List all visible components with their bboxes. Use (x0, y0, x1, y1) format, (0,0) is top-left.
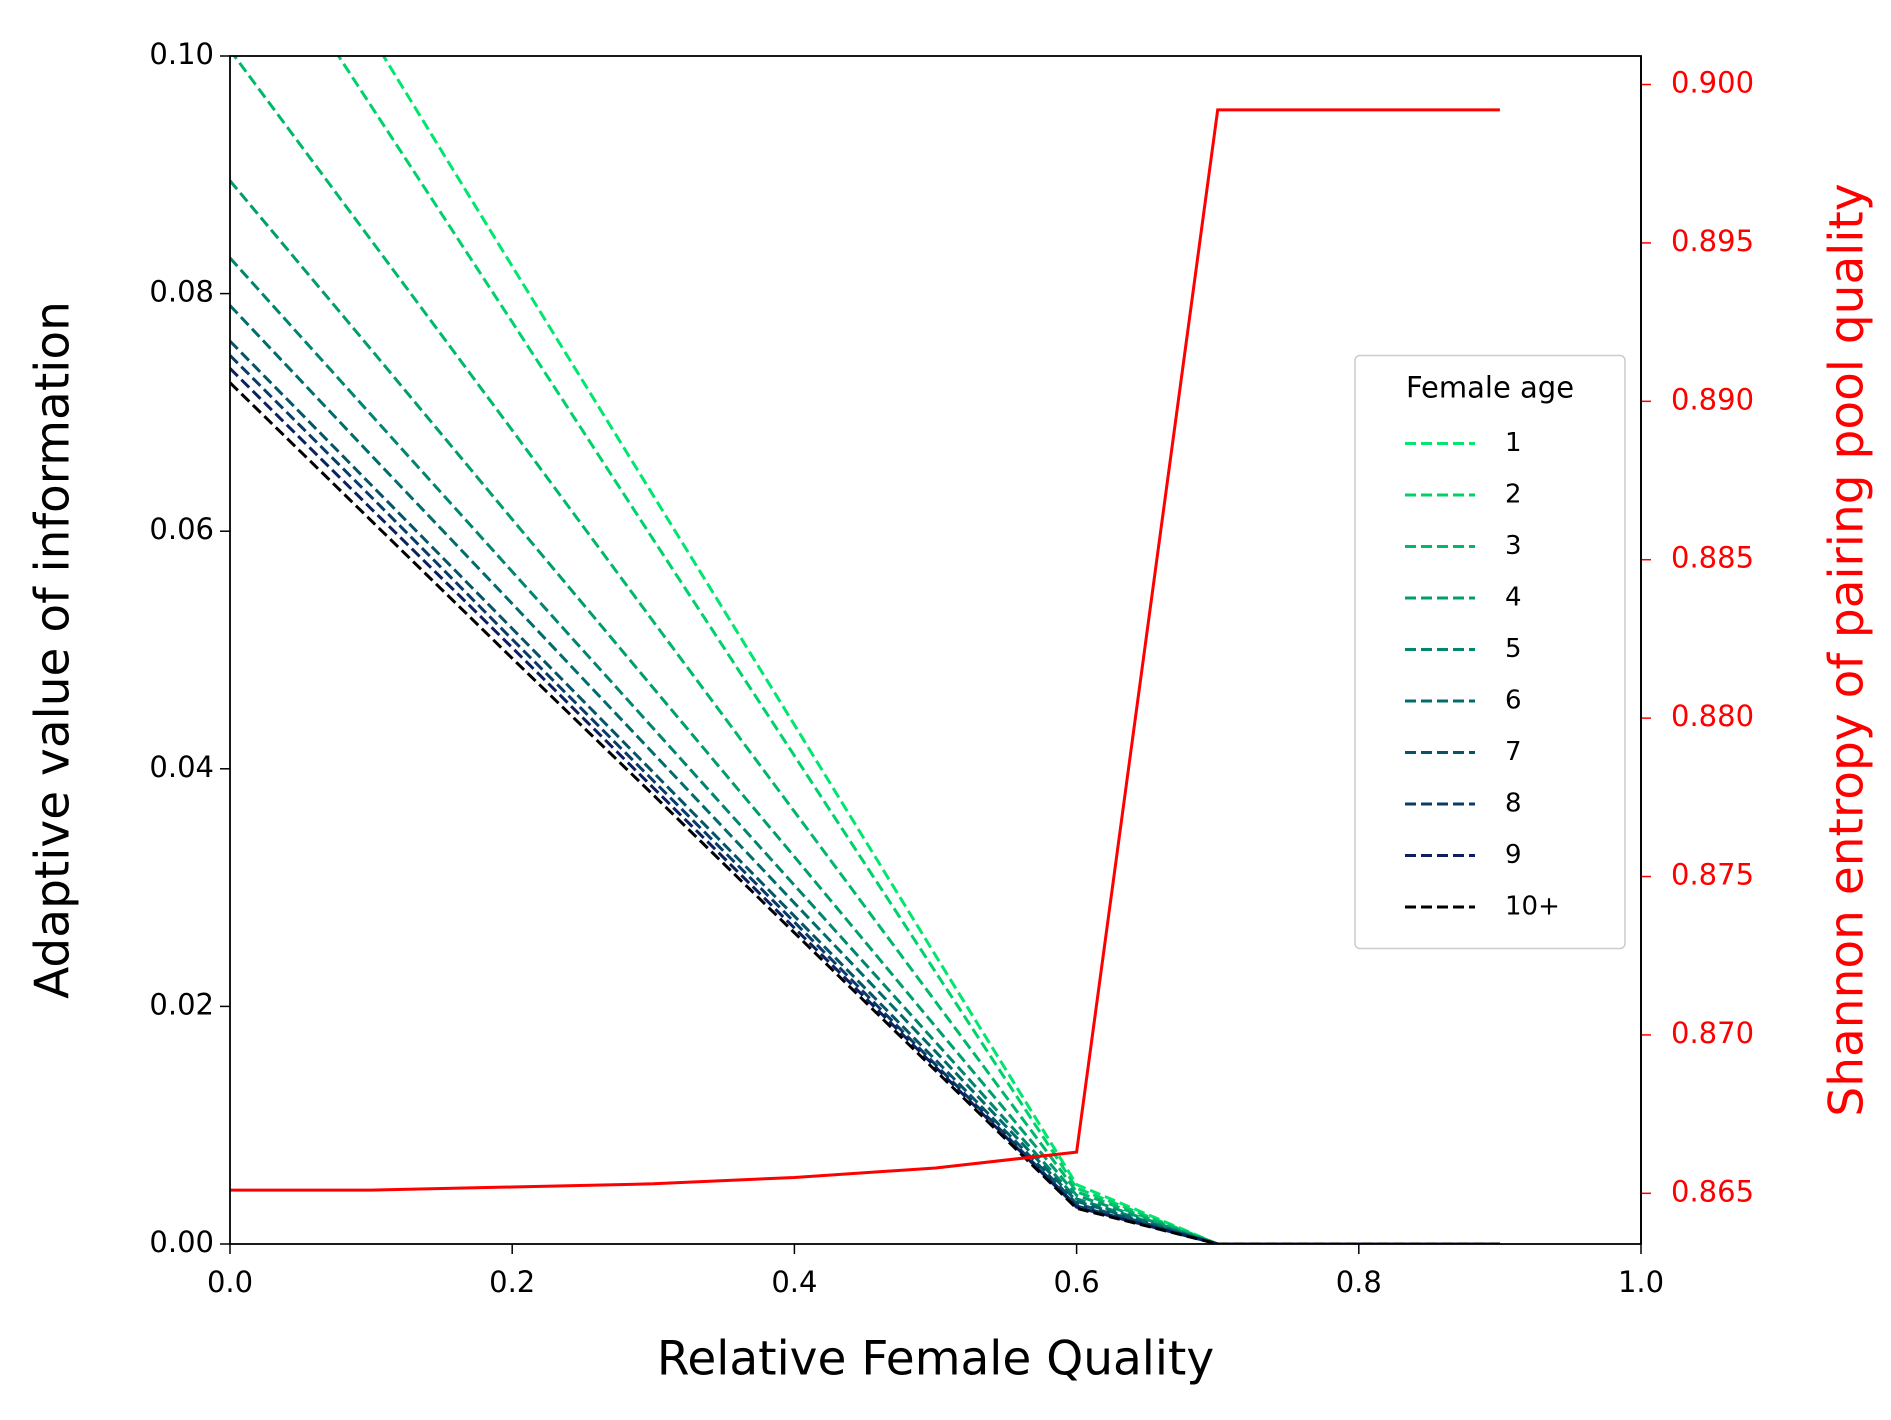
x-tick-label: 0.2 (489, 1265, 535, 1299)
legend-label: 6 (1505, 686, 1522, 716)
x-tick-label: 0.0 (207, 1265, 253, 1299)
series-line (230, 367, 1500, 1244)
series-line (230, 179, 1500, 1244)
plot-lines (230, 56, 1500, 1244)
series-line (230, 256, 1500, 1244)
series-line (230, 304, 1500, 1244)
x-tick-label: 0.4 (771, 1265, 817, 1299)
y-tick-label: 0.00 (149, 1225, 214, 1259)
series-line (381, 56, 1500, 1244)
legend-label: 5 (1505, 634, 1522, 664)
legend-label: 1 (1505, 428, 1522, 458)
series-line (230, 354, 1500, 1244)
y2-tick-label: 0.885 (1671, 541, 1754, 575)
legend-box (1354, 354, 1626, 950)
y2-tick-label: 0.865 (1671, 1174, 1754, 1208)
legend-label: 9 (1505, 840, 1522, 870)
x-tick-label: 0.6 (1054, 1265, 1100, 1299)
y-tick-label: 0.04 (149, 750, 214, 784)
x-tick-label: 0.8 (1336, 1265, 1382, 1299)
x-axis-label: Relative Female Quality (657, 1332, 1214, 1387)
x-tick-label: 1.0 (1618, 1265, 1664, 1299)
series-line (232, 56, 1500, 1244)
series-line (230, 381, 1500, 1244)
y2-tick-label: 0.890 (1671, 382, 1754, 416)
y2-tick-label: 0.870 (1671, 1016, 1754, 1050)
y2-tick-label: 0.880 (1671, 699, 1754, 733)
legend-title: Female age (1406, 371, 1574, 405)
legend-label: 4 (1505, 583, 1522, 613)
y2-tick-label: 0.875 (1671, 858, 1754, 892)
legend-label: 10+ (1505, 892, 1560, 922)
y-tick-label: 0.10 (149, 37, 214, 71)
legend-label: 3 (1505, 531, 1522, 561)
y2-axis-label: Shannon entropy of pairing pool quality (1820, 183, 1875, 1116)
legend-label: 7 (1505, 737, 1522, 767)
y-tick-label: 0.02 (149, 987, 214, 1021)
y-tick-label: 0.08 (149, 275, 214, 309)
legend-label: 2 (1505, 480, 1522, 510)
legend-label: 8 (1505, 789, 1522, 819)
y2-tick-label: 0.900 (1671, 66, 1754, 100)
y-axis-label: Adaptive value of information (26, 301, 81, 999)
series-line (336, 56, 1500, 1244)
y2-tick-label: 0.895 (1671, 224, 1754, 258)
series-line (230, 340, 1500, 1244)
entropy-line (230, 108, 1500, 1192)
y-tick-label: 0.06 (149, 512, 214, 546)
